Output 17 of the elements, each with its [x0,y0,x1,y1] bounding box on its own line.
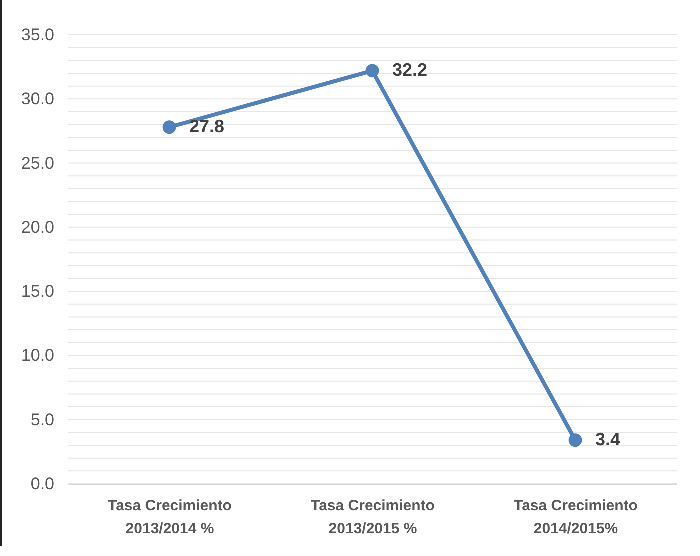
y-tick-label: 30.0 [21,90,54,109]
point [366,64,380,78]
point [568,434,582,448]
x-tick-label: Tasa Crecimiento 2014/2015% [514,498,638,538]
y-tick-label: 15.0 [21,282,54,302]
y-tick-label: 0.0 [30,474,54,494]
data-label: 27.8 [190,116,225,136]
x-tick-label: Tasa Crecimiento 2013/2014 % [108,498,232,538]
y-tick-label: 10.0 [21,346,54,366]
y-tick-label: 35.0 [21,26,54,44]
x-tick-label: Tasa Crecimiento 2013/2015 % [311,498,435,538]
point [162,120,176,134]
y-tick-label: 20.0 [21,218,54,237]
data-label: 32.2 [392,60,428,80]
data-label: 3.4 [596,429,621,450]
y-tick-label: 25.0 [21,154,54,173]
y-tick-label: 5.0 [30,410,54,430]
